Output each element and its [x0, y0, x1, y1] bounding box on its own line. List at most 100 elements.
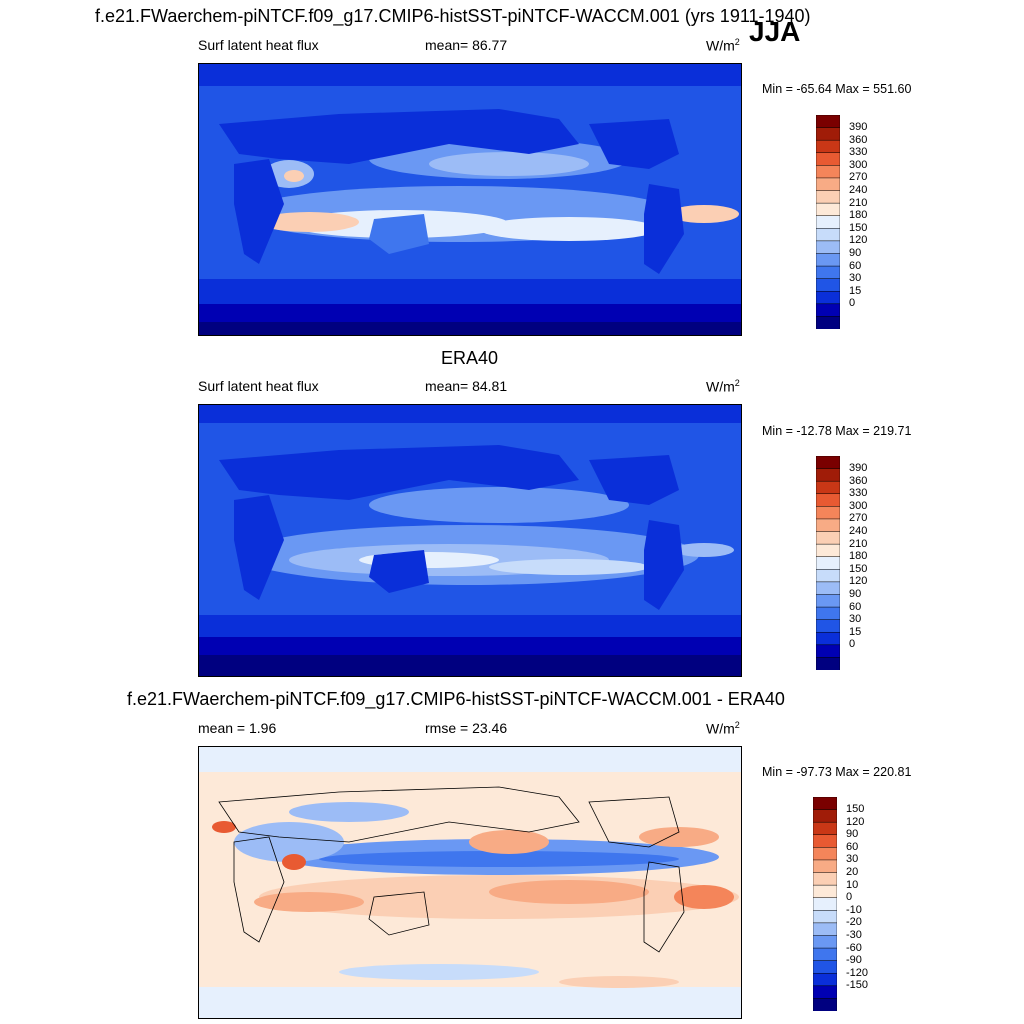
colorbar-tick-label: 210 — [849, 537, 868, 550]
colorbar-model-swatches — [815, 114, 841, 330]
colorbar-tick-label: 10 — [846, 878, 859, 891]
colorbar-swatch — [815, 506, 841, 520]
colorbar-swatch — [812, 935, 838, 949]
colorbar-obs — [815, 455, 841, 671]
colorbar-swatch — [815, 518, 841, 533]
colorbar-swatch — [815, 556, 841, 570]
colorbar-obs-swatches — [815, 455, 841, 671]
colorbar-tick-label: 180 — [849, 550, 868, 563]
colorbar-tick-label: 15 — [849, 625, 862, 638]
panel-left-label: Surf latent heat flux — [198, 378, 319, 394]
panel-mean-label: mean = 1.96 — [198, 720, 277, 736]
colorbar-swatch — [815, 114, 841, 129]
colorbar-tick-label: 30 — [849, 272, 862, 285]
panel-mean-label: mean= 84.81 — [425, 378, 508, 394]
colorbar-swatch — [812, 872, 838, 886]
colorbar-swatch — [815, 543, 841, 558]
panel-subtitle: ERA40 — [441, 348, 499, 368]
colorbar-tick-label: 90 — [849, 247, 862, 259]
panel-units: W/m2 — [706, 378, 740, 395]
panel-minmax: Min = -65.64 Max = 551.60 — [762, 82, 912, 96]
colorbar-swatch — [815, 152, 841, 166]
colorbar-swatch — [815, 278, 841, 292]
colorbar-swatch — [815, 480, 841, 495]
colorbar-tick-label: -10 — [846, 903, 862, 916]
panel-minmax: Min = -12.78 Max = 219.71 — [762, 424, 912, 438]
colorbar-swatch — [815, 215, 841, 229]
colorbar-swatch — [812, 998, 838, 1012]
colorbar-swatch — [815, 202, 841, 217]
colorbar-tick-label: 0 — [849, 297, 856, 310]
colorbar-tick-label: 300 — [849, 158, 868, 171]
colorbar-tick-label: 60 — [849, 600, 862, 613]
colorbar-swatch — [812, 910, 838, 924]
colorbar-tick-label: 30 — [849, 613, 862, 626]
colorbar-swatch — [815, 493, 841, 507]
colorbar-tick-label: 60 — [846, 840, 859, 853]
colorbar-tick-label: 210 — [849, 196, 868, 209]
colorbar-tick-label: 15 — [849, 284, 862, 297]
colorbar-swatch — [815, 594, 841, 608]
colorbar-tick-label: 360 — [849, 133, 868, 146]
colorbar-swatch — [815, 253, 841, 267]
colorbar-swatch — [815, 468, 841, 482]
map-obs — [198, 404, 742, 677]
colorbar-tick-label: 150 — [849, 562, 868, 575]
panel-mean-label: mean= 86.77 — [425, 37, 508, 53]
colorbar-tick-label: 20 — [846, 866, 859, 878]
colorbar-tick-label: 120 — [849, 575, 868, 588]
panel-units: W/m2 — [706, 37, 740, 54]
colorbar-tick-label: 240 — [849, 184, 868, 196]
colorbar-swatch — [812, 884, 838, 899]
colorbar-swatch — [812, 847, 838, 861]
map-diff-field — [199, 747, 741, 1018]
colorbar-swatch — [815, 316, 841, 330]
panel-minmax: Min = -97.73 Max = 220.81 — [762, 765, 912, 779]
colorbar-tick-label: 0 — [846, 891, 853, 904]
colorbar-diff-swatches — [812, 796, 838, 1012]
map-model — [198, 63, 742, 336]
colorbar-swatch — [815, 290, 841, 305]
colorbar-model — [815, 114, 841, 330]
colorbar-swatch — [815, 177, 841, 192]
panel-rmse-label: rmse = 23.46 — [425, 720, 508, 736]
panel-left-label: Surf latent heat flux — [198, 37, 319, 53]
colorbar-tick-label: 150 — [846, 803, 865, 816]
colorbar-swatch — [812, 985, 838, 999]
colorbar-swatch — [812, 947, 838, 962]
colorbar-tick-label: 90 — [849, 588, 862, 600]
colorbar-tick-label: 300 — [849, 499, 868, 512]
colorbar-swatch — [815, 240, 841, 255]
colorbar-tick-label: 390 — [849, 121, 868, 134]
colorbar-tick-label: 150 — [849, 221, 868, 234]
colorbar-tick-label: -30 — [846, 929, 862, 941]
colorbar-swatch — [815, 657, 841, 671]
colorbar-swatch — [815, 631, 841, 646]
colorbar-swatch — [815, 455, 841, 470]
map-obs-field — [199, 405, 741, 676]
colorbar-tick-label: 270 — [849, 171, 868, 184]
colorbar-tick-label: -150 — [846, 979, 869, 992]
colorbar-tick-label: 120 — [846, 815, 865, 828]
colorbar-tick-label: 270 — [849, 512, 868, 525]
colorbar-swatch — [812, 960, 838, 974]
colorbar-swatch — [815, 165, 841, 179]
colorbar-tick-label: 390 — [849, 462, 868, 475]
map-diff — [198, 746, 742, 1019]
map-model-field — [199, 64, 741, 335]
colorbar-tick-label: 180 — [849, 209, 868, 222]
colorbar-swatch — [815, 569, 841, 583]
figure-title: f.e21.FWaerchem-piNTCF.f09_g17.CMIP6-his… — [95, 6, 811, 26]
colorbar-tick-label: -90 — [846, 954, 862, 967]
colorbar-swatch — [812, 897, 838, 911]
colorbar-tick-label: -20 — [846, 916, 862, 929]
colorbar-diff — [812, 796, 838, 1012]
colorbar-tick-label: -60 — [846, 941, 862, 954]
colorbar-swatch — [812, 809, 838, 823]
colorbar-swatch — [815, 606, 841, 621]
colorbar-tick-label: 330 — [849, 146, 868, 159]
colorbar-swatch — [812, 821, 838, 836]
colorbar-swatch — [812, 834, 838, 848]
colorbar-swatch — [815, 265, 841, 280]
colorbar-tick-label: 120 — [849, 234, 868, 247]
